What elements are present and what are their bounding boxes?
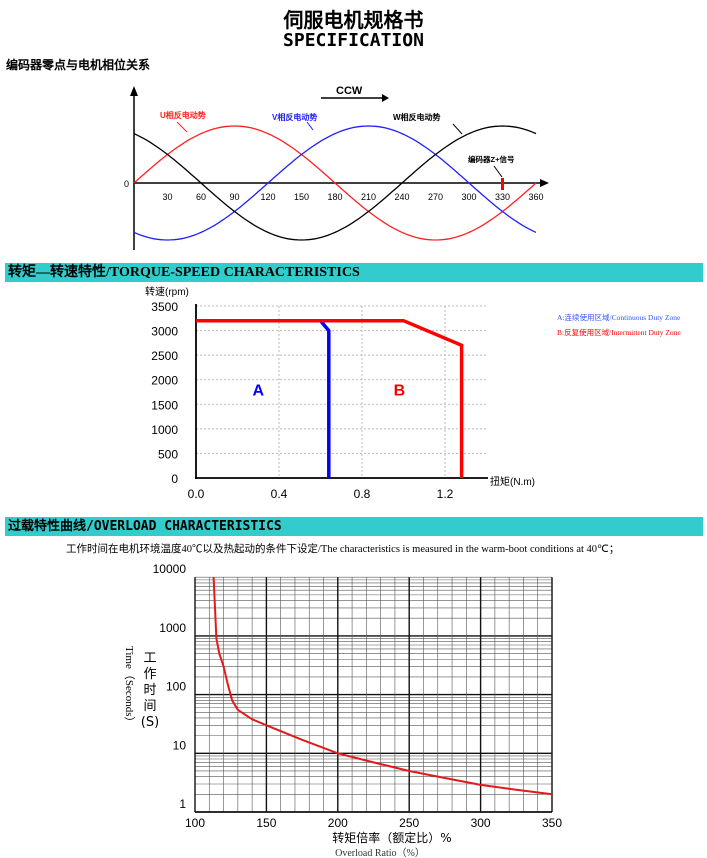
y-axis-label: 转速(rpm) <box>145 285 189 298</box>
y-tick-label: 1 <box>179 797 186 811</box>
x-tick-label: 240 <box>394 192 409 202</box>
x-axis-arrow-icon <box>540 179 549 187</box>
y-tick-label: 500 <box>158 447 178 461</box>
x-tick-label: 30 <box>162 192 172 202</box>
series-label: U相反电动势 <box>160 110 206 120</box>
overload-curve <box>212 577 553 796</box>
x-tick-label: 300 <box>461 192 476 202</box>
x-tick-label: 150 <box>256 816 276 830</box>
zone-A-line <box>319 319 331 478</box>
section-heading-overload: 过载特性曲线/OVERLOAD CHARACTERISTICS <box>5 517 703 536</box>
y-tick-label: 1000 <box>151 423 178 437</box>
x-axis-label-cn: 转矩倍率（额定比）% <box>332 830 451 845</box>
y-axis-label-cn: 间 <box>143 699 156 714</box>
section-heading-torque-speed: 转矩—转速特性/TORQUE-SPEED CHARACTERISTICS <box>5 263 703 282</box>
y-axis-label-cn: 时 <box>143 683 156 698</box>
y-tick-label: 2000 <box>151 374 178 388</box>
x-tick-label: 200 <box>328 816 348 830</box>
x-tick-label: 250 <box>399 816 419 830</box>
direction-arrow-icon <box>382 94 389 102</box>
series-line-0 <box>133 125 537 241</box>
y-tick-label: 3500 <box>151 300 178 314</box>
x-tick-label: 60 <box>196 192 206 202</box>
page-title: 伺服电机规格书 <box>283 8 424 32</box>
x-axis-label-en: Overload Ratio（%） <box>335 847 425 858</box>
x-tick-label: 330 <box>495 192 510 202</box>
y-tick-label: 1000 <box>159 621 186 635</box>
legend-entry: A:连续使用区域/Continuous Duty Zone <box>557 312 681 322</box>
y-tick-label: 10000 <box>153 562 187 576</box>
x-tick-label: 0.4 <box>271 487 288 501</box>
y-axis-label-cn: 工 <box>143 651 156 666</box>
zone-label: A <box>252 383 264 400</box>
y-axis-arrow-icon <box>130 86 138 96</box>
label-arrow-icon <box>306 121 314 131</box>
z-signal-marker <box>501 178 504 190</box>
x-tick-label: 210 <box>361 192 376 202</box>
z-signal-label: 编码器Z+信号 <box>468 154 515 164</box>
z-signal-arrow-icon <box>493 165 503 178</box>
x-tick-label: 360 <box>528 192 543 202</box>
legend-entry: B:反复使用区域/Intermittent Duty Zone <box>557 327 681 337</box>
section-heading-phase: 编码器零点与电机相位关系 <box>6 58 151 72</box>
page-subtitle: SPECIFICATION <box>283 30 424 51</box>
y-axis-label-cn: (S) <box>141 715 159 730</box>
y-tick-label: 100 <box>166 680 186 694</box>
zone-label: B <box>394 383 406 400</box>
x-tick-label: 90 <box>229 192 239 202</box>
y-axis-label-en: Time（Seconds） <box>123 646 136 728</box>
x-tick-label: 0.0 <box>188 487 205 501</box>
y-axis-label-cn: 作 <box>143 667 156 682</box>
y-tick-label: 1500 <box>151 398 178 412</box>
x-tick-label: 300 <box>471 816 491 830</box>
overload-note: 工作时间在电机环境温度40℃以及热起动的条件下设定/The characteri… <box>66 544 620 555</box>
x-axis-label: 扭矩(N.m) <box>490 475 535 488</box>
series-label: V相反电动势 <box>272 112 317 122</box>
direction-label: CCW <box>336 85 363 97</box>
x-tick-label: 120 <box>260 192 275 202</box>
label-arrow-icon <box>452 123 463 135</box>
label-arrow-icon <box>176 121 188 133</box>
x-tick-label: 100 <box>185 816 205 830</box>
x-tick-label: 150 <box>294 192 309 202</box>
zone-B-line <box>196 318 464 478</box>
series-label: W相反电动势 <box>393 112 441 122</box>
x-tick-label: 0.8 <box>354 487 371 501</box>
x-tick-label: 180 <box>327 192 342 202</box>
series-line-1 <box>133 125 537 241</box>
y-origin-label: 0 <box>124 179 129 189</box>
y-tick-label: 10 <box>173 738 187 752</box>
y-tick-label: 3000 <box>151 325 178 339</box>
x-tick-label: 350 <box>542 816 562 830</box>
x-tick-label: 270 <box>428 192 443 202</box>
series-line-2 <box>133 125 537 241</box>
y-tick-label: 2500 <box>151 349 178 363</box>
x-tick-label: 1.2 <box>437 487 454 501</box>
y-tick-label: 0 <box>171 472 178 486</box>
